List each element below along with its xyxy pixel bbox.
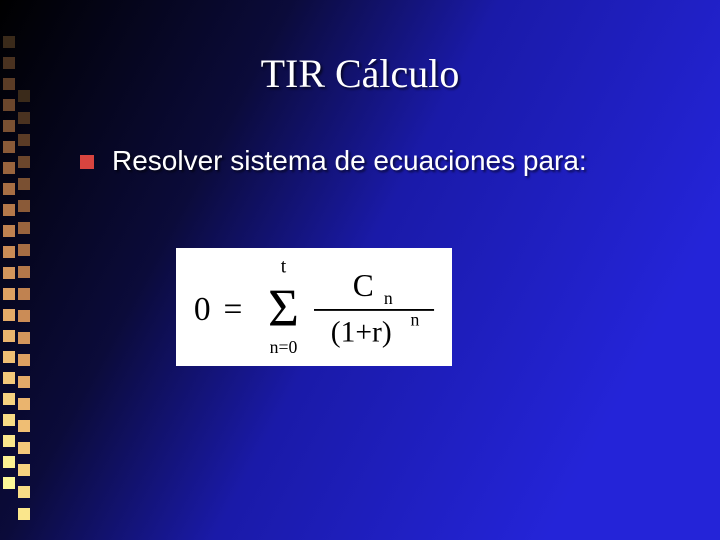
decor-square bbox=[18, 222, 30, 234]
decor-square bbox=[3, 36, 15, 48]
decor-square bbox=[3, 309, 15, 321]
decor-square bbox=[18, 442, 30, 454]
decor-square bbox=[3, 246, 15, 258]
decor-square bbox=[3, 225, 15, 237]
decor-square bbox=[3, 372, 15, 384]
slide-title: TIR Cálculo bbox=[60, 50, 660, 97]
formula-denominator-base: (1+r) bbox=[331, 316, 392, 348]
decor-square bbox=[3, 57, 15, 69]
decor-square bbox=[18, 354, 30, 366]
bullet-text: Resolver sistema de ecuaciones para: bbox=[112, 145, 587, 177]
formula-sum-lower: n=0 bbox=[270, 337, 298, 357]
decor-square bbox=[3, 456, 15, 468]
formula: 0 = t Σ n=0 C n (1+r) n bbox=[190, 256, 438, 358]
decor-square bbox=[18, 508, 30, 520]
decor-square bbox=[18, 178, 30, 190]
decor-square bbox=[3, 477, 15, 489]
decor-square bbox=[18, 310, 30, 322]
decor-square bbox=[18, 486, 30, 498]
formula-fraction: C n (1+r) n bbox=[314, 268, 434, 348]
decor-square bbox=[3, 435, 15, 447]
decor-square bbox=[18, 398, 30, 410]
decor-square bbox=[3, 330, 15, 342]
decor-square bbox=[3, 351, 15, 363]
decor-square bbox=[3, 183, 15, 195]
decor-square bbox=[3, 414, 15, 426]
decor-square bbox=[3, 267, 15, 279]
decor-square bbox=[18, 420, 30, 432]
slide: TIR Cálculo Resolver sistema de ecuacion… bbox=[0, 0, 720, 540]
decor-square bbox=[3, 78, 15, 90]
decor-square bbox=[18, 266, 30, 278]
decor-square bbox=[18, 200, 30, 212]
formula-denominator-exp: n bbox=[410, 310, 419, 330]
formula-box: 0 = t Σ n=0 C n (1+r) n bbox=[176, 248, 452, 366]
formula-eq: = bbox=[223, 291, 242, 328]
decor-square bbox=[18, 134, 30, 146]
formula-numerator-C: C bbox=[353, 268, 374, 303]
decor-square bbox=[18, 464, 30, 476]
formula-sum-upper: t bbox=[281, 256, 287, 278]
decor-square bbox=[18, 112, 30, 124]
decor-square bbox=[18, 332, 30, 344]
side-decoration bbox=[0, 0, 30, 540]
decor-square bbox=[3, 288, 15, 300]
decor-square bbox=[3, 120, 15, 132]
decor-square bbox=[3, 99, 15, 111]
decor-square bbox=[18, 288, 30, 300]
decor-square bbox=[3, 141, 15, 153]
decor-square bbox=[18, 376, 30, 388]
formula-sigma: Σ bbox=[268, 280, 299, 338]
bullet-item: Resolver sistema de ecuaciones para: bbox=[80, 145, 660, 177]
decor-square bbox=[18, 156, 30, 168]
bullet-marker-icon bbox=[80, 155, 94, 169]
decor-square bbox=[18, 244, 30, 256]
decor-square bbox=[3, 162, 15, 174]
content-area: TIR Cálculo Resolver sistema de ecuacion… bbox=[0, 0, 720, 540]
decor-square bbox=[3, 204, 15, 216]
formula-lhs: 0 bbox=[194, 291, 211, 328]
decor-square bbox=[3, 393, 15, 405]
decor-square bbox=[18, 90, 30, 102]
formula-numerator-sub: n bbox=[384, 288, 393, 308]
